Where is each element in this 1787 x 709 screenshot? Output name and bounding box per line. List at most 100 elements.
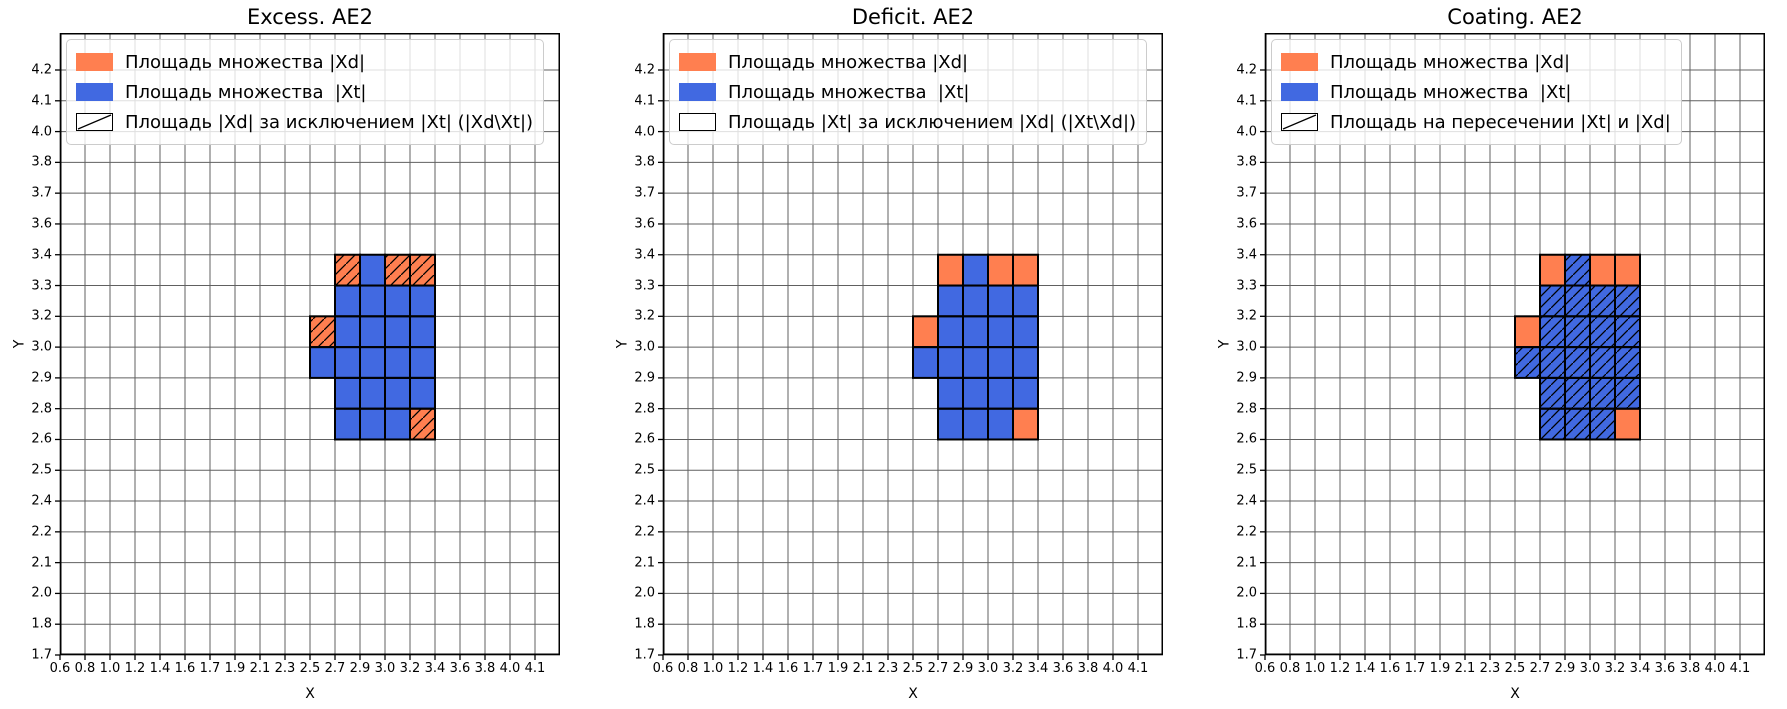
y-tick-label: 4.2 — [634, 62, 655, 78]
grid-cell — [938, 285, 963, 317]
grid-cell — [1540, 254, 1565, 286]
x-tick-label: 1.7 — [802, 661, 824, 676]
y-tick-label: 2.8 — [31, 401, 52, 417]
x-tick-label: 3.4 — [424, 661, 446, 676]
x-tick-label: 1.4 — [1354, 661, 1376, 676]
grid-cell — [963, 408, 988, 440]
y-tick-label: 4.0 — [634, 124, 655, 140]
grid-cell — [410, 347, 435, 378]
y-tick-label: 3.6 — [1236, 216, 1257, 232]
y-tick-label: 2.0 — [1236, 585, 1257, 601]
legend-label: Площадь |Xd| за исключением |Xt| (|Xd\Xt… — [125, 111, 534, 133]
y-tick-label: 3.8 — [1236, 154, 1257, 170]
legend-swatch-empty — [679, 113, 716, 131]
grid-cell — [360, 285, 385, 317]
x-tick-label: 1.2 — [124, 661, 146, 676]
x-tick-label: 1.2 — [1329, 661, 1351, 676]
plot-area: Площадь множества |Xd| Площадь множества … — [31, 33, 560, 676]
x-axis-label: X — [1510, 686, 1520, 702]
grid-cell — [963, 377, 988, 409]
y-tick-label: 3.7 — [634, 185, 655, 201]
x-tick-label: 2.5 — [1504, 661, 1526, 676]
y-axis-label: Y — [1216, 339, 1233, 349]
grid-cell — [360, 377, 385, 409]
x-tick-label: 4.1 — [524, 661, 546, 676]
y-tick-label: 2.1 — [31, 555, 52, 571]
subplot-deficit: Deficit. AE2 Y Площадь множества |Xd| Пло… — [614, 0, 1163, 709]
grid-cell — [1615, 408, 1640, 440]
x-tick-label: 2.1 — [1454, 661, 1476, 676]
grid-cell — [988, 377, 1013, 409]
plot-title: Coating. AE2 — [1447, 5, 1583, 29]
grid-cell — [938, 316, 963, 348]
grid-cell — [1013, 285, 1038, 317]
y-tick-label: 3.7 — [31, 185, 52, 201]
grid-cell — [360, 408, 385, 440]
legend-row: Площадь множества |Xt| — [76, 77, 533, 107]
x-tick-label: 3.4 — [1629, 661, 1651, 676]
y-tick-label: 2.8 — [1236, 401, 1257, 417]
grid-cell — [385, 408, 410, 440]
plot-title: Deficit. AE2 — [851, 5, 975, 29]
y-tick-label: 2.5 — [634, 462, 655, 478]
x-tick-label: 3.2 — [1002, 661, 1024, 676]
grid-cell — [963, 254, 988, 286]
y-tick-label: 2.0 — [634, 585, 655, 601]
x-tick-label: 2.5 — [902, 661, 924, 676]
y-tick-label: 2.6 — [634, 431, 655, 447]
x-tick-label: 2.9 — [952, 661, 974, 676]
grid-cell — [963, 285, 988, 317]
x-tick-label: 1.9 — [224, 661, 246, 676]
legend: Площадь множества |Xd| Площадь множества … — [669, 39, 1148, 145]
x-tick-label: 3.8 — [1679, 661, 1701, 676]
y-tick-label: 3.0 — [634, 339, 655, 355]
x-tick-label: 1.0 — [702, 661, 724, 676]
legend: Площадь множества |Xd| Площадь множества … — [66, 39, 545, 145]
x-tick-label: 3.2 — [1604, 661, 1626, 676]
x-axis-label: X — [908, 686, 918, 702]
legend-label: Площадь |Xt| за исключением |Xd| (|Xt\Xd… — [728, 111, 1137, 133]
x-tick-label: 2.3 — [877, 661, 899, 676]
grid-cell — [360, 316, 385, 348]
y-tick-label: 1.7 — [31, 647, 52, 663]
legend-row: Площадь множества |Xt| — [1281, 77, 1671, 107]
y-tick-label: 1.8 — [634, 616, 655, 632]
grid-cell — [410, 377, 435, 409]
legend-swatch-solid-Xd — [76, 53, 113, 71]
grid-cell — [938, 254, 963, 286]
y-tick-label: 4.1 — [31, 93, 52, 109]
grid-cell — [1013, 347, 1038, 378]
x-tick-label: 3.8 — [1077, 661, 1099, 676]
x-tick-label: 2.3 — [1479, 661, 1501, 676]
y-axis-label: Y — [11, 339, 28, 349]
x-tick-label: 1.6 — [174, 661, 196, 676]
grid-cell — [385, 377, 410, 409]
x-tick-label: 1.9 — [827, 661, 849, 676]
y-tick-label: 2.0 — [31, 585, 52, 601]
grid-cell — [1013, 316, 1038, 348]
legend-row: Площадь |Xt| за исключением |Xd| (|Xt\Xd… — [679, 107, 1136, 137]
x-tick-label: 4.0 — [1102, 661, 1124, 676]
x-tick-label: 1.0 — [1304, 661, 1326, 676]
x-tick-label: 2.7 — [927, 661, 949, 676]
legend-swatch-hatch — [1281, 113, 1318, 131]
x-tick-label: 2.3 — [274, 661, 296, 676]
y-tick-label: 4.2 — [31, 62, 52, 78]
grid-cell — [335, 377, 360, 409]
legend-row: Площадь множества |Xt| — [679, 77, 1136, 107]
grid-cell — [988, 316, 1013, 348]
legend-row: Площадь множества |Xd| — [1281, 47, 1671, 77]
y-tick-label: 3.3 — [31, 278, 52, 294]
legend-swatch-solid-Xd — [679, 53, 716, 71]
grid-cell — [310, 347, 335, 378]
x-tick-label: 1.0 — [99, 661, 121, 676]
grid-cell — [1013, 254, 1038, 286]
y-tick-label: 2.4 — [1236, 493, 1257, 509]
grid-cell — [1013, 408, 1038, 440]
y-tick-label: 4.1 — [634, 93, 655, 109]
legend-row: Площадь на пересечении |Xt| и |Xd| — [1281, 107, 1671, 137]
legend-swatch-solid-Xt — [1281, 83, 1318, 101]
grid-cell — [913, 347, 938, 378]
x-tick-label: 0.8 — [677, 661, 699, 676]
